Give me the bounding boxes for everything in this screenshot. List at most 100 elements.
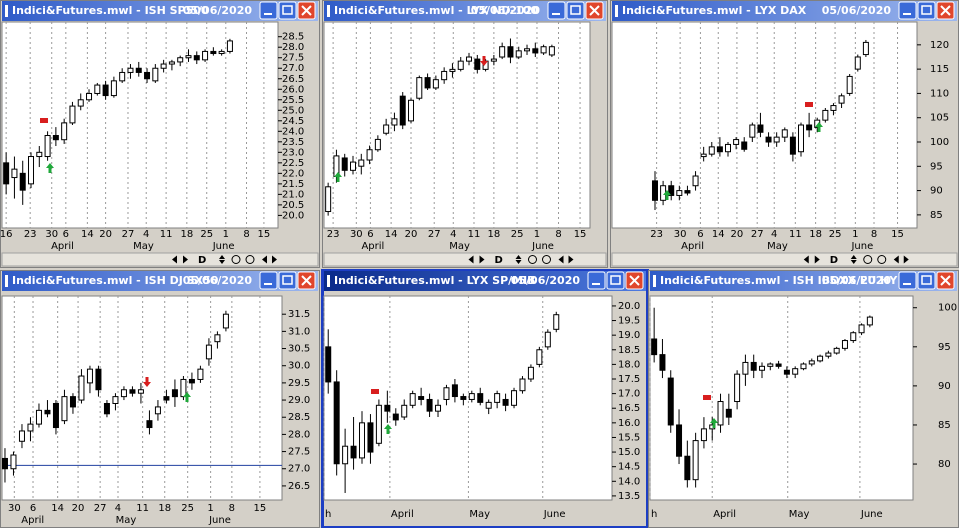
y-tick-label: 30.0 xyxy=(288,361,310,372)
candle-body xyxy=(651,180,658,201)
glyph xyxy=(940,5,951,16)
candle-body xyxy=(668,185,675,196)
glyph xyxy=(282,5,293,15)
candle-body xyxy=(399,95,406,126)
candle-body xyxy=(742,361,749,375)
y-tick-label: 28.0 xyxy=(288,429,310,440)
x-tick-label: 15 xyxy=(254,503,267,514)
candle-body xyxy=(218,50,225,55)
candle-body xyxy=(3,162,10,185)
candle-body xyxy=(185,55,192,59)
y-tick-label: 19.5 xyxy=(618,316,640,327)
zoom-updown[interactable] xyxy=(219,255,225,264)
x-tick-label: 25 xyxy=(181,503,194,514)
x-tick-label: 11 xyxy=(468,229,481,240)
page-right[interactable] xyxy=(272,255,277,264)
zoom-out[interactable] xyxy=(542,255,551,264)
y-tick-label: 80 xyxy=(938,459,951,470)
candle-body xyxy=(171,389,178,398)
minimize-button[interactable] xyxy=(898,271,917,290)
y-tick-label: 90 xyxy=(938,381,951,392)
candle-body xyxy=(466,56,473,62)
month-label: June xyxy=(212,241,235,252)
page-left[interactable] xyxy=(558,255,564,264)
month-label: May xyxy=(133,241,154,252)
candle-body xyxy=(61,396,68,422)
candle-body xyxy=(833,347,840,354)
y-tick-label: 28.5 xyxy=(288,412,310,423)
y-tick-label: 18.0 xyxy=(618,359,640,370)
y-tick-label: 90 xyxy=(930,186,943,197)
glyph xyxy=(282,275,293,285)
x-tick-label: 14 xyxy=(51,503,64,514)
y-tick-label: 25.5 xyxy=(282,95,304,106)
glyph xyxy=(629,275,640,286)
zoom-out[interactable] xyxy=(245,255,255,264)
zoom-in[interactable] xyxy=(231,255,241,264)
candle-body xyxy=(724,143,731,153)
candle-body xyxy=(700,428,707,442)
minimize-button[interactable] xyxy=(259,1,278,20)
window-date: 05/06/2020 xyxy=(822,274,892,287)
x-tick-label: 1 xyxy=(223,229,229,240)
page-right[interactable] xyxy=(903,255,909,264)
x-tick-label: 6 xyxy=(63,229,69,240)
zoom-in[interactable] xyxy=(528,255,537,264)
scroll-button[interactable]: D xyxy=(830,255,838,266)
title-bar xyxy=(324,1,606,21)
minimize-button[interactable] xyxy=(587,271,606,290)
glyph xyxy=(921,5,932,15)
page-left[interactable] xyxy=(262,255,267,264)
minimize-button[interactable] xyxy=(898,1,917,20)
candle-body xyxy=(468,393,475,400)
y-tick-label: 28.0 xyxy=(282,42,304,53)
candle-body xyxy=(374,138,381,151)
candle-body xyxy=(457,60,464,70)
x-tick-label: 14 xyxy=(81,229,94,240)
candle-body xyxy=(474,58,481,70)
candle-body xyxy=(28,156,35,185)
maximize-button[interactable] xyxy=(917,271,936,290)
signals xyxy=(40,56,823,434)
y-tick-label: 15.0 xyxy=(618,447,640,458)
y-tick-label: 17.0 xyxy=(618,389,640,400)
scroll-right[interactable] xyxy=(479,255,485,264)
y-tick-label: 16.5 xyxy=(618,403,640,414)
month-label: May xyxy=(449,241,470,252)
zoom-updown[interactable] xyxy=(850,255,857,264)
page-left[interactable] xyxy=(893,255,899,264)
candle-body xyxy=(197,368,204,380)
candle-body xyxy=(734,373,741,403)
candle-body xyxy=(188,378,195,384)
zoom-updown[interactable] xyxy=(515,255,522,264)
maximize-button[interactable] xyxy=(606,271,625,290)
maximize-button[interactable] xyxy=(278,271,297,290)
candle-body xyxy=(52,402,59,429)
maximize-button[interactable] xyxy=(566,1,585,20)
scroll-right[interactable] xyxy=(814,255,820,264)
buy-arrow xyxy=(384,424,392,434)
x-tick-label: 27 xyxy=(428,229,441,240)
candle-body xyxy=(435,404,442,412)
zoom-out[interactable] xyxy=(877,255,887,264)
y-tick-label: 85 xyxy=(930,210,943,221)
zoom-in[interactable] xyxy=(863,255,873,264)
x-tick-label: 4 xyxy=(115,503,121,514)
candle-body xyxy=(850,332,857,342)
chart-window: Indici&Futures.mwl - LYX SP/MIB05/06/202… xyxy=(321,269,649,528)
candle-body xyxy=(1,457,8,470)
y-tick-label: 105 xyxy=(930,113,949,124)
minimize-button[interactable] xyxy=(547,1,566,20)
minimize-button[interactable] xyxy=(259,271,278,290)
scroll-left[interactable] xyxy=(803,255,809,264)
candle-body xyxy=(35,409,42,425)
scroll-button[interactable]: D xyxy=(495,255,503,266)
scroll-left[interactable] xyxy=(468,255,474,264)
scroll-right[interactable] xyxy=(183,255,188,264)
page-right[interactable] xyxy=(568,255,574,264)
maximize-button[interactable] xyxy=(917,1,936,20)
scroll-left[interactable] xyxy=(172,255,177,264)
scroll-button[interactable]: D xyxy=(198,255,206,266)
candle-body xyxy=(18,430,25,442)
maximize-button[interactable] xyxy=(278,1,297,20)
